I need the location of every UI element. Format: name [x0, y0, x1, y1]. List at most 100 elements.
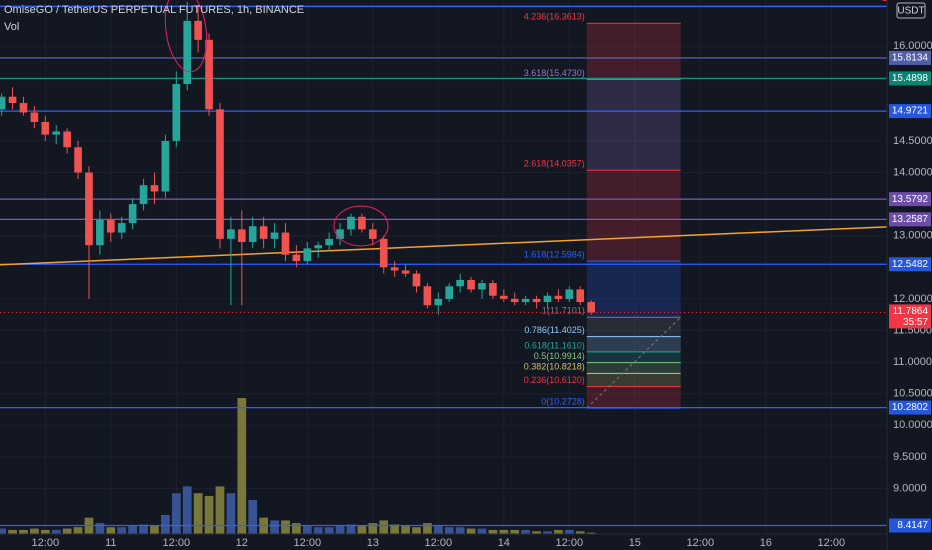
- countdown: 35:57: [903, 317, 928, 328]
- candle-body: [510, 298, 519, 303]
- volume-bar: [346, 524, 356, 534]
- candle-body: [467, 279, 475, 290]
- level-label: 12.5482: [892, 259, 929, 270]
- candle-body: [379, 238, 388, 268]
- candle-body: [117, 223, 126, 233]
- levels: [0, 5, 888, 527]
- volume-bar: [248, 500, 258, 534]
- volume-bar: [390, 524, 400, 534]
- x-tick-label: 13: [367, 537, 379, 549]
- candle-body: [8, 96, 17, 104]
- volume-bar: [379, 520, 389, 534]
- x-tick-label: 12:00: [687, 537, 715, 549]
- volume-bar: [423, 523, 432, 534]
- level-tag: [889, 104, 931, 119]
- fib-label: 2.618(14.0357): [524, 159, 585, 169]
- candle-body: [227, 229, 235, 239]
- volume-bar: [270, 520, 279, 534]
- time-axis: [0, 534, 932, 550]
- volume-bar: [368, 523, 378, 534]
- volume-bar: [95, 523, 105, 534]
- level-label: 8.4147: [897, 520, 928, 531]
- x-tick-label: 12: [236, 537, 248, 549]
- volume-bar: [521, 529, 531, 534]
- x-tick-label: 12:00: [294, 537, 322, 549]
- candle-body: [554, 295, 563, 299]
- volume-bar: [510, 529, 520, 534]
- volume-bar: [281, 520, 290, 534]
- candle-body: [358, 216, 366, 230]
- fib-band: [586, 261, 681, 318]
- candle-body: [401, 270, 410, 274]
- candle-body: [216, 109, 224, 239]
- level-tag: [889, 71, 931, 86]
- fib-label: 0.382(10.8218): [524, 362, 585, 372]
- volume-bar: [8, 529, 17, 534]
- candle-body: [412, 273, 421, 287]
- candle-body: [292, 254, 301, 261]
- x-tick-label: 12:00: [32, 537, 60, 549]
- volume-bar: [150, 525, 159, 534]
- y-tick-label: 10.0000: [893, 419, 932, 431]
- candle-body: [368, 229, 377, 239]
- candle-body: [347, 216, 355, 230]
- candle-body: [106, 219, 115, 233]
- volume-bar: [401, 525, 410, 534]
- y-tick-label: 9.0000: [893, 482, 927, 494]
- candle-body: [390, 267, 399, 271]
- volume-bar: [554, 529, 563, 534]
- volume-bar: [62, 528, 72, 534]
- level-label: 13.2587: [892, 214, 929, 225]
- fib-band: [586, 317, 681, 337]
- volume-bar: [0, 528, 7, 534]
- candle-body: [172, 84, 181, 141]
- y-tick-label: 10.5000: [893, 388, 932, 400]
- fib-label: 3.618(15.4730): [524, 68, 585, 78]
- volume-bar: [30, 528, 39, 534]
- annotation-circle: [333, 205, 389, 247]
- candle-body: [270, 232, 279, 239]
- volume-bar: [488, 529, 498, 534]
- volume-bar: [117, 527, 127, 534]
- candle-body: [456, 279, 464, 287]
- volume-bar: [19, 529, 28, 534]
- candle-body: [161, 140, 170, 192]
- volume-bar: [106, 527, 116, 534]
- volume-label: Vol: [4, 21, 19, 33]
- fib-label: 0(10.2728): [541, 396, 585, 406]
- volume-bar: [412, 527, 421, 534]
- candle-body: [532, 298, 541, 303]
- level-tag: [889, 518, 931, 533]
- candle-body: [478, 283, 486, 290]
- volume-bar: [139, 524, 148, 534]
- candle-body: [248, 226, 257, 243]
- y-tick-label: 16.0000: [893, 40, 932, 52]
- volume-bar: [466, 528, 476, 534]
- volume-bar: [477, 528, 487, 534]
- y-tick-label: 14.0000: [893, 166, 932, 178]
- x-tick-label: 12:00: [556, 537, 584, 549]
- candle-body: [128, 204, 137, 224]
- candle-body: [139, 185, 148, 205]
- volume-pane: [0, 398, 596, 534]
- volume-bar: [51, 529, 61, 534]
- candle-body: [0, 96, 6, 110]
- volume-bar: [575, 531, 585, 534]
- x-tick-label: 16: [760, 537, 772, 549]
- fib-band: [586, 351, 681, 363]
- price-label: 11.7864: [893, 306, 929, 317]
- candle-body: [74, 147, 82, 173]
- currency[interactable]: USDT: [897, 6, 924, 17]
- candle-body: [281, 232, 290, 255]
- candle-body: [150, 185, 159, 192]
- candle-body: [543, 295, 552, 303]
- chart-title: OmiseGO / TetherUS PERPETUAL FUTURES, 1h…: [4, 4, 304, 16]
- candle-body: [314, 245, 323, 249]
- axis-labels: 12:00 11 12:00 12 12:00 13 12:00 14 12:00 15 12:00…: [32, 40, 932, 549]
- level-label: 15.8134: [892, 53, 929, 64]
- candle-body: [423, 286, 432, 306]
- candle-body: [30, 112, 39, 122]
- currency-box[interactable]: [896, 2, 926, 19]
- grid: [0, 0, 887, 534]
